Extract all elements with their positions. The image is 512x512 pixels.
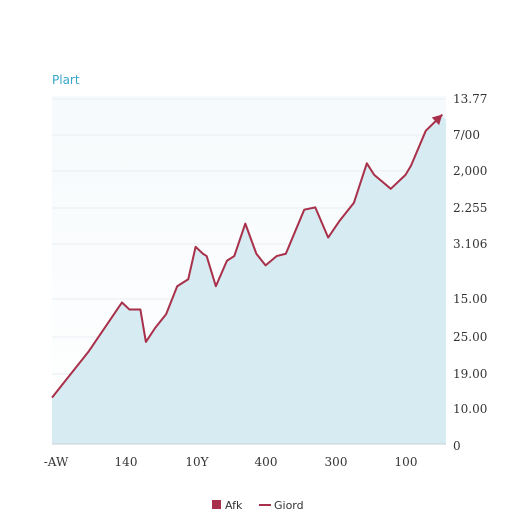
y-tick-label: 3.106	[453, 237, 487, 251]
legend: Afk Giord	[212, 499, 304, 512]
y-tick-label: 19.00	[453, 367, 487, 381]
area-layer	[52, 114, 446, 444]
y-tick-label: 2.255	[453, 201, 487, 215]
x-tick-label: 100	[395, 455, 418, 469]
series-line	[51, 113, 444, 399]
line-layer	[51, 113, 444, 399]
y-tick-label: 0	[453, 439, 461, 453]
x-tick-label: 10Y	[185, 455, 209, 469]
y-tick-label: 13.77	[453, 92, 487, 106]
legend-swatch-square	[212, 500, 221, 509]
series-arrowhead	[431, 114, 443, 126]
legend-label: Giord	[274, 499, 304, 512]
series-area	[52, 114, 446, 444]
legend-label: Afk	[225, 499, 243, 512]
x-tick-label: 300	[325, 455, 348, 469]
chart-title: Plart	[52, 73, 80, 87]
y-tick-label: 25.00	[453, 330, 487, 344]
x-tick-label: -AW	[44, 455, 69, 469]
x-tick-label: 400	[255, 455, 278, 469]
y-axis-ticks: 13.77 7/00 2,000 2.255 3.106 15.00 25.00…	[453, 92, 487, 453]
x-tick-label: 140	[115, 455, 138, 469]
y-tick-label: 10.00	[453, 402, 487, 416]
x-axis-ticks: -AW 140 10Y 400 300 100	[44, 455, 418, 469]
y-tick-label: 2,000	[453, 164, 487, 178]
y-tick-label: 7/00	[453, 128, 480, 142]
y-tick-label: 15.00	[453, 292, 487, 306]
